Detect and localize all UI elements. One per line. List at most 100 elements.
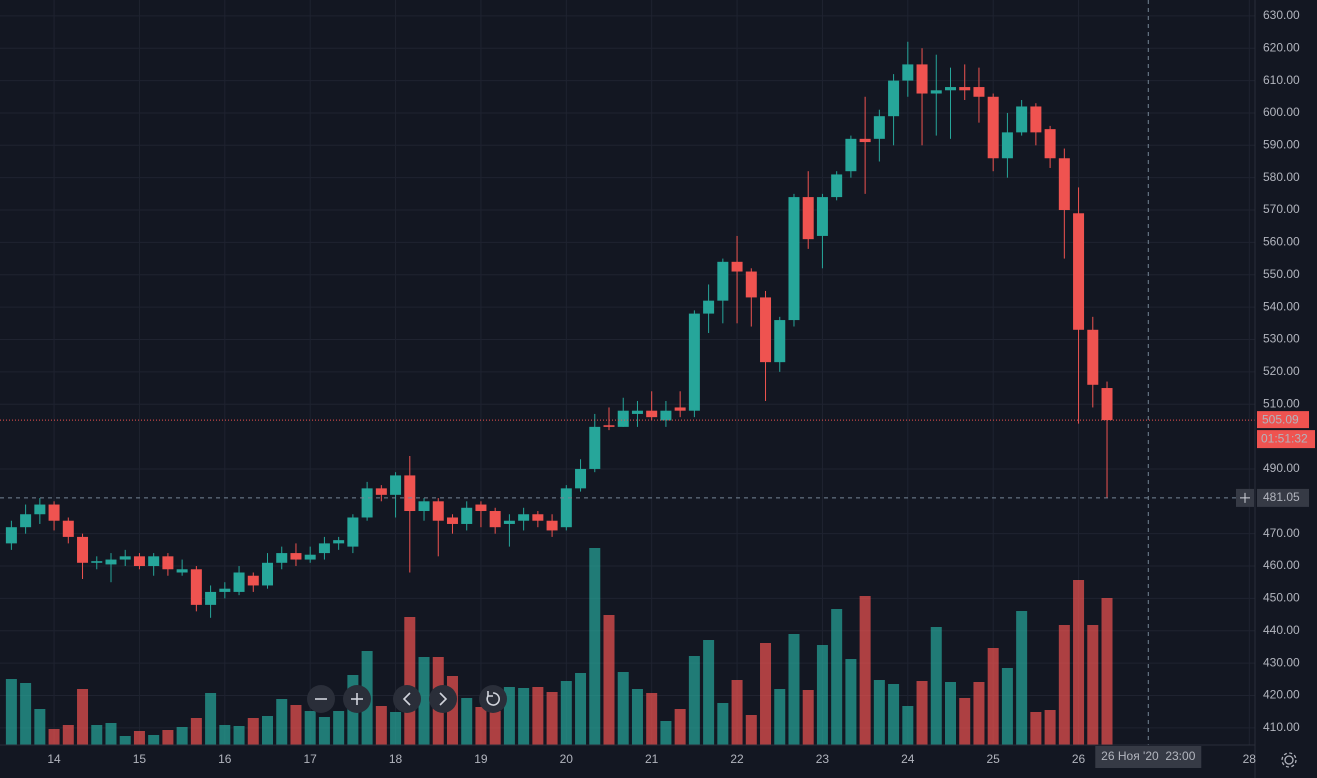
volume-bar xyxy=(674,709,686,745)
y-tick-label: 550.00 xyxy=(1263,267,1300,281)
candle-body xyxy=(731,261,743,272)
volume-bar xyxy=(1058,625,1070,745)
candle-body xyxy=(62,520,74,537)
candle-body xyxy=(404,475,416,512)
volume-bar xyxy=(318,717,330,745)
zoom-out-button[interactable] xyxy=(307,685,335,713)
settings-button[interactable] xyxy=(1281,752,1297,768)
candle-body xyxy=(717,261,729,301)
candle-body xyxy=(1073,213,1085,330)
candle-body xyxy=(91,561,103,563)
candle-body xyxy=(816,197,828,236)
candle-body xyxy=(503,520,515,524)
volume-bar xyxy=(873,680,885,745)
volume-bar xyxy=(802,690,814,745)
volume-bar xyxy=(973,682,985,745)
volume-bar xyxy=(617,672,629,745)
volume-bar xyxy=(5,679,17,745)
toolbar xyxy=(307,685,507,713)
crosshair-price-box xyxy=(1257,488,1309,507)
axis-layer: 630.00 620.00 610.00 600.00 590.00 580.00 570.… xyxy=(47,8,1315,768)
volume-bar xyxy=(148,735,160,745)
y-tick-label: 600.00 xyxy=(1263,105,1300,119)
volume-bar xyxy=(262,716,274,745)
y-tick-label: 590.00 xyxy=(1263,137,1300,151)
candle-body xyxy=(390,475,402,495)
volume-bar xyxy=(560,681,572,745)
candle-layer xyxy=(5,41,1113,618)
x-tick-label: 22 xyxy=(730,752,744,766)
candle-body xyxy=(162,556,174,570)
candle-body xyxy=(446,517,458,524)
candle-body xyxy=(1030,106,1042,133)
candle-body xyxy=(930,90,942,94)
volume-bar xyxy=(631,689,643,745)
candle-body xyxy=(318,543,330,554)
y-tick-label: 410.00 xyxy=(1263,720,1300,734)
y-tick-label: 520.00 xyxy=(1263,364,1300,378)
candle-body xyxy=(418,501,430,512)
volume-bar xyxy=(205,693,217,745)
x-tick-label: 28 xyxy=(1243,752,1257,766)
candle-body xyxy=(560,488,572,528)
x-tick-label: 17 xyxy=(304,752,318,766)
volume-bar xyxy=(489,711,501,745)
candle-body xyxy=(1016,106,1028,133)
volume-bar xyxy=(518,688,530,745)
candle-body xyxy=(959,87,971,91)
candle-body xyxy=(916,64,928,94)
volume-bar xyxy=(290,705,302,745)
candle-body xyxy=(1058,158,1070,211)
x-tick-label: 20 xyxy=(560,752,574,766)
volume-bar xyxy=(1087,625,1099,745)
reset-button[interactable] xyxy=(479,685,507,713)
x-tick-label: 14 xyxy=(47,752,61,766)
volume-layer xyxy=(5,548,1113,745)
candle-body xyxy=(631,410,643,414)
x-tick-label: 25 xyxy=(987,752,1001,766)
y-tick-label: 620.00 xyxy=(1263,40,1300,54)
candle-body xyxy=(5,527,17,544)
volume-bar xyxy=(390,712,402,745)
volume-bar xyxy=(446,676,458,745)
volume-bar xyxy=(987,648,999,745)
volume-bar xyxy=(916,681,928,745)
candle-body xyxy=(34,504,46,515)
countdown-box xyxy=(1257,430,1315,449)
scroll-left-button[interactable] xyxy=(393,685,421,713)
candle-body xyxy=(873,116,885,139)
volume-bar xyxy=(247,718,259,745)
x-tick-label: 21 xyxy=(645,752,659,766)
last-price-box xyxy=(1257,411,1309,429)
volume-bar xyxy=(660,721,672,745)
volume-bar xyxy=(944,682,956,745)
y-tick-label: 510.00 xyxy=(1263,396,1300,410)
volume-bar xyxy=(532,687,544,745)
y-tick-label: 570.00 xyxy=(1263,202,1300,216)
volume-bar xyxy=(788,634,800,745)
scroll-right-button[interactable] xyxy=(429,685,457,713)
candle-body xyxy=(333,540,345,544)
volume-bar xyxy=(703,640,715,745)
y-tick-label: 580.00 xyxy=(1263,170,1300,184)
candle-body xyxy=(276,553,288,563)
volume-bar xyxy=(91,725,103,745)
candle-body xyxy=(888,80,900,117)
candle-body xyxy=(845,138,857,172)
candle-body xyxy=(176,569,188,573)
x-tick-label: 26 xyxy=(1072,752,1086,766)
zoom-in-button[interactable] xyxy=(343,685,371,713)
y-tick-label: 430.00 xyxy=(1263,655,1300,669)
candle-body xyxy=(987,96,999,159)
candle-body xyxy=(48,504,60,521)
volume-bar xyxy=(461,698,473,745)
candle-body xyxy=(119,556,131,560)
crosshair-price-label: 481.05 xyxy=(1263,490,1300,504)
candle-body xyxy=(148,556,160,567)
volume-bar xyxy=(77,689,89,745)
candle-body xyxy=(802,197,814,240)
volume-bar xyxy=(902,706,914,745)
